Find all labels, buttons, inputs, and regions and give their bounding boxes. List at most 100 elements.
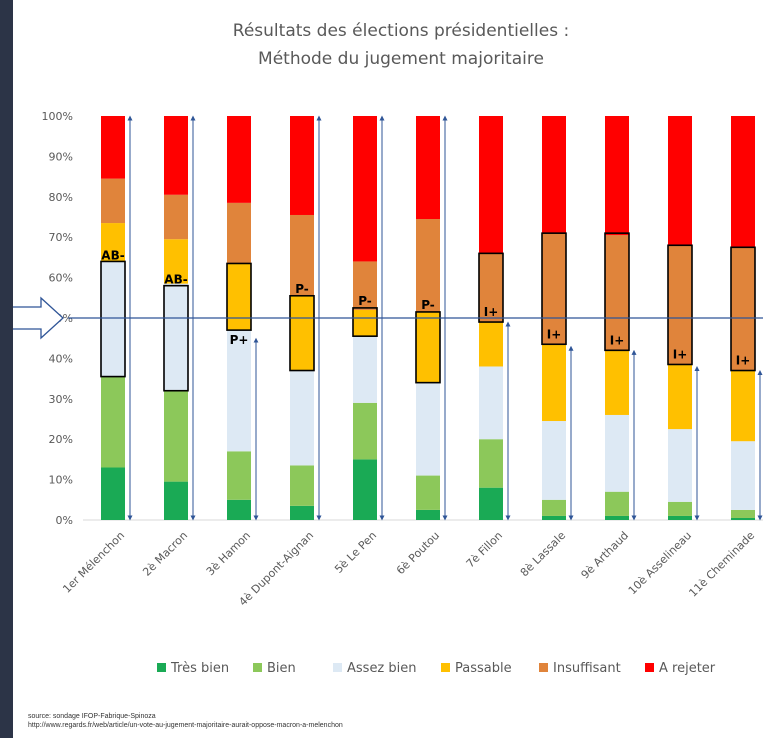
legend-swatch xyxy=(253,663,262,672)
bar-segment xyxy=(353,116,377,262)
grade-label: P- xyxy=(295,282,309,296)
bar-segment xyxy=(290,505,314,520)
bar-segment xyxy=(164,116,188,195)
y-tick-label: 80% xyxy=(49,191,73,204)
bar-segment xyxy=(227,499,251,520)
bar-segment xyxy=(164,390,188,482)
bar-segment xyxy=(416,475,440,510)
bar-segment xyxy=(164,239,188,284)
legend-label: Assez bien xyxy=(347,661,417,676)
bar-segment xyxy=(164,283,188,391)
bar-segment xyxy=(479,366,503,440)
bar-segment xyxy=(668,364,692,430)
source-line-2: http://www.regards.fr/web/article/un-vot… xyxy=(28,722,343,729)
legend-swatch xyxy=(539,663,548,672)
chart-title: Résultats des élections présidentielles … xyxy=(233,21,569,41)
y-tick-label: 90% xyxy=(49,150,73,163)
bar-segment xyxy=(542,116,566,234)
bar-segment xyxy=(605,515,629,520)
x-tick-label: 10è Asselineau xyxy=(626,529,694,597)
bar-segment xyxy=(668,515,692,520)
bar-segment xyxy=(101,178,125,224)
bar-segment xyxy=(353,402,377,460)
bar-segment xyxy=(101,223,125,262)
legend-label: Insuffisant xyxy=(553,661,621,676)
bar-segment xyxy=(542,344,566,422)
bar-segment xyxy=(416,219,440,312)
bar-segment xyxy=(416,116,440,220)
bar-segment xyxy=(605,116,629,236)
x-tick-label: 8è Lassale xyxy=(518,529,568,579)
bar-segment xyxy=(479,487,503,520)
median-box xyxy=(289,294,315,372)
bar-segment xyxy=(605,350,629,415)
legend-label: A rejeter xyxy=(659,661,716,676)
bar-segment xyxy=(668,501,692,516)
x-tick-label: 2è Macron xyxy=(140,529,190,579)
median-box xyxy=(226,262,252,331)
bar-segment xyxy=(542,233,566,345)
x-tick-label: 3è Hamon xyxy=(204,529,253,578)
legend-swatch xyxy=(441,663,450,672)
bar-segment xyxy=(542,499,566,516)
bar-segment xyxy=(353,336,377,403)
median-arrow-icon xyxy=(13,296,64,340)
bar-segment xyxy=(731,517,755,520)
legend-label: Très bien xyxy=(170,661,229,676)
y-tick-label: 10% xyxy=(49,474,73,487)
median-box xyxy=(415,311,441,384)
median-box xyxy=(730,246,756,372)
legend-swatch xyxy=(333,663,342,672)
chart-card: Résultats des élections présidentielles … xyxy=(13,0,763,738)
bar-segment xyxy=(227,451,251,500)
bar-segment xyxy=(290,465,314,506)
bar-segment xyxy=(731,509,755,518)
bar-segment xyxy=(290,214,314,296)
bar-segment xyxy=(101,261,125,377)
bar-segment xyxy=(605,491,629,516)
bar-segment xyxy=(227,202,251,264)
bar-segment xyxy=(101,116,125,179)
source-note: source: sondage IFOP-Fabrique-Spinoza ht… xyxy=(28,712,343,730)
bar-segment xyxy=(731,247,755,371)
bar-segment xyxy=(101,376,125,468)
median-box xyxy=(604,232,630,352)
grade-label: AB- xyxy=(101,248,124,262)
bar-segment xyxy=(353,459,377,520)
x-tick-label: 9è Arthaud xyxy=(579,529,632,582)
bar-segment xyxy=(605,235,629,351)
y-tick-label: 30% xyxy=(49,393,73,406)
bar-segment xyxy=(353,309,377,337)
bar-segment xyxy=(479,322,503,367)
x-tick-label: 1er Mélenchon xyxy=(60,529,127,596)
median-box xyxy=(100,260,126,378)
grade-label: I+ xyxy=(610,333,625,347)
grade-label: I+ xyxy=(484,305,499,319)
bar-segment xyxy=(668,245,692,365)
x-tick-label: 11è Cheminade xyxy=(686,529,757,600)
chart-subtitle: Méthode du jugement majoritaire xyxy=(258,49,544,69)
median-box xyxy=(667,244,693,366)
chart: Résultats des élections présidentielles … xyxy=(13,21,763,676)
y-tick-label: 70% xyxy=(49,231,73,244)
bar-segment xyxy=(731,441,755,510)
bar-segment xyxy=(101,467,125,520)
bar-segment xyxy=(227,330,251,452)
bar-segment xyxy=(731,370,755,442)
grade-label: P+ xyxy=(230,333,249,347)
bar-segment xyxy=(164,481,188,520)
source-line-1: source: sondage IFOP-Fabrique-Spinoza xyxy=(28,713,156,720)
bar-segment xyxy=(290,370,314,466)
bar-segment xyxy=(227,263,251,331)
y-tick-label: 60% xyxy=(49,272,73,285)
bar-segment xyxy=(416,509,440,520)
bar-segment xyxy=(416,311,440,383)
bar-segment xyxy=(290,116,314,215)
bar-segment xyxy=(542,421,566,500)
legend-label: Bien xyxy=(267,661,296,676)
bar-segment xyxy=(353,261,377,310)
legend-swatch xyxy=(157,663,166,672)
grade-label: P- xyxy=(421,298,435,312)
legend-label: Passable xyxy=(455,661,512,676)
y-tick-label: 20% xyxy=(49,433,73,446)
